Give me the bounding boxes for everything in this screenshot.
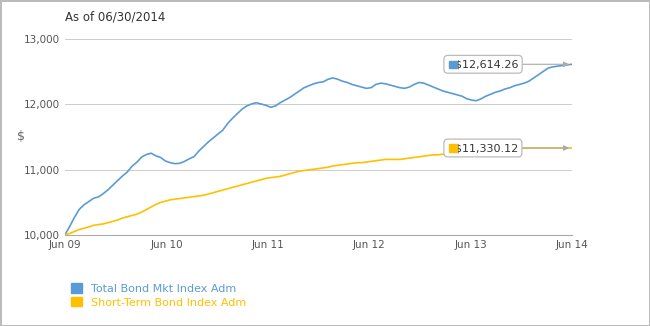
Text: As of 06/30/2014: As of 06/30/2014 xyxy=(65,10,165,23)
Bar xyxy=(449,144,457,152)
Text: $11,330.12: $11,330.12 xyxy=(448,143,518,153)
Legend: Total Bond Mkt Index Adm, Short-Term Bond Index Adm: Total Bond Mkt Index Adm, Short-Term Bon… xyxy=(71,283,246,307)
Bar xyxy=(449,61,457,68)
Text: $12,614.26: $12,614.26 xyxy=(448,59,518,69)
Y-axis label: $: $ xyxy=(18,130,25,143)
